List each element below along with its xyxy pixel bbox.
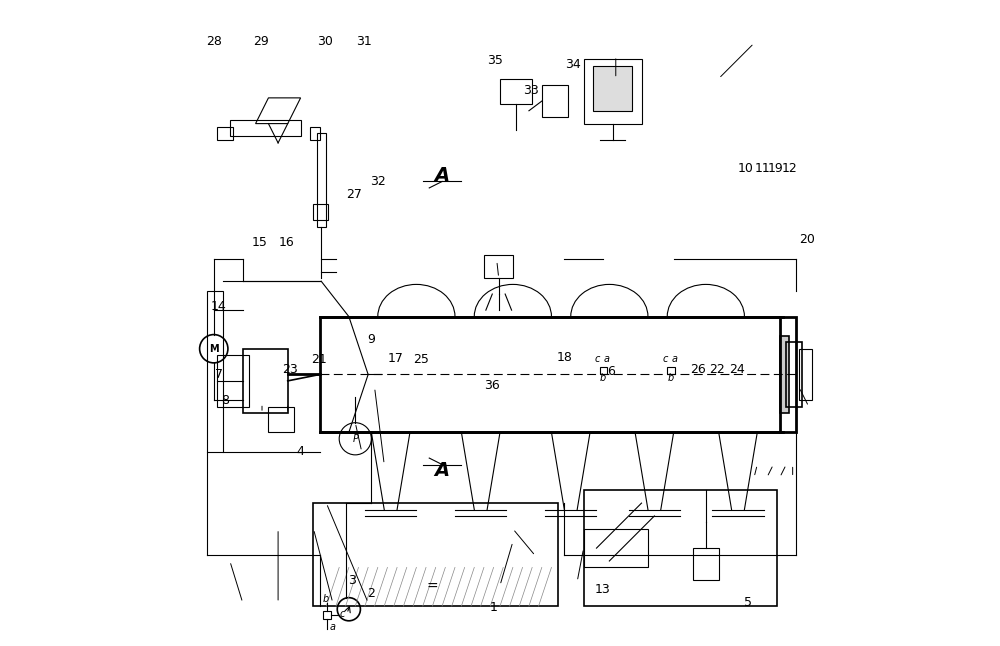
Bar bbox=[786, 342, 802, 406]
Text: =: = bbox=[427, 579, 438, 594]
Text: 11: 11 bbox=[755, 162, 770, 175]
Text: 14: 14 bbox=[211, 300, 227, 313]
Text: 36: 36 bbox=[484, 379, 500, 392]
Text: 31: 31 bbox=[356, 35, 372, 48]
Text: a: a bbox=[671, 353, 677, 364]
Text: 23: 23 bbox=[282, 364, 298, 377]
Text: 1: 1 bbox=[490, 601, 498, 614]
Bar bbox=[243, 349, 288, 413]
Text: 24: 24 bbox=[729, 364, 745, 377]
Text: 26: 26 bbox=[690, 364, 706, 377]
Bar bbox=[584, 490, 777, 606]
Text: M: M bbox=[209, 344, 219, 354]
Text: b: b bbox=[667, 373, 673, 383]
Text: 25: 25 bbox=[414, 353, 429, 366]
Text: 22: 22 bbox=[710, 364, 725, 377]
Text: 3: 3 bbox=[348, 574, 356, 587]
Text: 33: 33 bbox=[523, 83, 539, 97]
Text: 35: 35 bbox=[488, 54, 503, 67]
Text: 7: 7 bbox=[215, 368, 223, 381]
Bar bbox=[317, 133, 326, 227]
Bar bbox=[693, 548, 719, 580]
Bar bbox=[217, 355, 249, 406]
Bar bbox=[593, 66, 632, 110]
Text: b: b bbox=[323, 594, 329, 604]
Bar bbox=[230, 120, 301, 136]
Text: c: c bbox=[662, 353, 667, 364]
Bar bbox=[207, 291, 223, 452]
Text: 8: 8 bbox=[221, 393, 229, 407]
Text: 21: 21 bbox=[311, 353, 326, 366]
Bar bbox=[500, 79, 532, 104]
Text: 32: 32 bbox=[370, 175, 386, 188]
Text: 19: 19 bbox=[767, 162, 783, 175]
Bar bbox=[584, 529, 648, 567]
Bar bbox=[310, 127, 320, 140]
Text: A: A bbox=[435, 165, 450, 185]
Text: 17: 17 bbox=[388, 352, 404, 365]
Text: 6: 6 bbox=[607, 365, 615, 378]
Text: c: c bbox=[339, 609, 345, 619]
Text: 13: 13 bbox=[595, 583, 611, 596]
Text: 28: 28 bbox=[206, 35, 222, 48]
Text: 12: 12 bbox=[782, 162, 797, 175]
Text: b: b bbox=[600, 373, 606, 383]
Text: 9: 9 bbox=[367, 333, 375, 346]
Text: 10: 10 bbox=[738, 162, 754, 175]
Text: 4: 4 bbox=[297, 445, 305, 458]
Text: a: a bbox=[604, 353, 610, 364]
Text: 5: 5 bbox=[744, 596, 752, 609]
Bar bbox=[584, 59, 642, 123]
Text: 2: 2 bbox=[367, 587, 375, 599]
Bar bbox=[484, 255, 513, 278]
Bar bbox=[268, 406, 294, 432]
Bar bbox=[667, 367, 675, 375]
Text: 15: 15 bbox=[252, 236, 268, 249]
Bar bbox=[542, 85, 568, 117]
Bar bbox=[313, 503, 558, 606]
Bar bbox=[313, 204, 328, 220]
Text: 16: 16 bbox=[279, 236, 294, 249]
Text: c: c bbox=[595, 353, 600, 364]
Text: 27: 27 bbox=[346, 188, 362, 201]
Polygon shape bbox=[256, 98, 301, 123]
Text: a: a bbox=[330, 623, 336, 632]
Text: 30: 30 bbox=[317, 35, 333, 48]
Bar bbox=[217, 127, 233, 140]
Text: 20: 20 bbox=[800, 233, 815, 246]
Text: 34: 34 bbox=[565, 58, 581, 71]
Bar bbox=[320, 317, 796, 432]
Text: P: P bbox=[352, 433, 358, 444]
Text: A: A bbox=[435, 461, 450, 481]
Bar bbox=[323, 611, 331, 619]
Bar bbox=[600, 367, 607, 375]
Bar bbox=[780, 336, 789, 413]
Text: 29: 29 bbox=[253, 35, 269, 48]
Bar bbox=[799, 349, 812, 400]
Text: 18: 18 bbox=[556, 351, 572, 364]
